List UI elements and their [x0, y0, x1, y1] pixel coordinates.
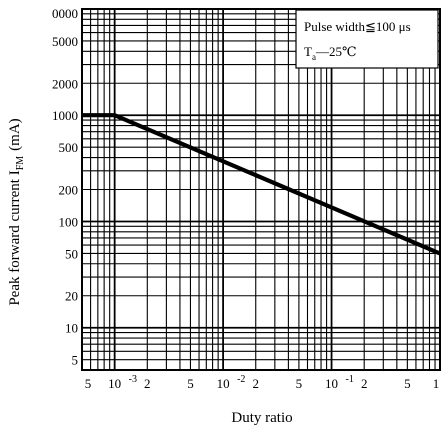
x-tick-exponent: -2 [237, 374, 245, 385]
x-tick-label: 5 [296, 376, 303, 391]
y-tick-label: 50 [65, 246, 78, 261]
y-tick-label: 5 [72, 353, 79, 368]
x-axis-label: Duty ratio [231, 410, 292, 426]
legend-pulse-width: Pulse width≦100 μs [304, 19, 411, 34]
x-tick-label: 1 [433, 376, 440, 391]
x-tick-labels: 5 10 2 5 10 2 5 10 2 5 1 -3 -2 -1 [85, 374, 440, 391]
y-axis-label: Peak forward current IFM(mA) [7, 118, 26, 305]
x-tick-label: 2 [252, 376, 259, 391]
y-tick-label: 10 [65, 321, 78, 336]
x-tick-label: 2 [144, 376, 151, 391]
legend-frame [295, 9, 439, 69]
y-tick-label: 100 [59, 214, 79, 229]
y-tick-label: 5000 [52, 34, 78, 49]
chart-grid [81, 8, 441, 371]
y-tick-label: 1000 [52, 108, 78, 123]
legend-ta: Ta—25℃ [304, 44, 357, 62]
x-tick-label: 5 [85, 376, 92, 391]
y-tick-label: 2000 [52, 76, 78, 91]
y-tick-label: 200 [59, 183, 79, 198]
x-tick-label: 10 [325, 376, 338, 391]
y-tick-labels: 0000 5000 2000 1000 500 200 100 50 20 10 5 [52, 6, 78, 368]
legend-box: Pulse width≦100 μs Ta—25℃ [295, 9, 439, 69]
series-line [82, 113, 441, 256]
y-tick-label: 0000 [52, 6, 78, 21]
chart-series [82, 113, 441, 256]
y-tick-label: 500 [59, 140, 79, 155]
x-tick-label: 5 [187, 376, 194, 391]
x-tick-label: 2 [361, 376, 368, 391]
x-tick-label: 10 [217, 376, 230, 391]
x-tick-label: 5 [404, 376, 411, 391]
y-tick-label: 20 [65, 289, 78, 304]
x-tick-label: 10 [108, 376, 121, 391]
plot-frame [81, 8, 441, 371]
x-tick-exponent: -3 [129, 374, 137, 385]
x-tick-exponent: -1 [346, 374, 354, 385]
